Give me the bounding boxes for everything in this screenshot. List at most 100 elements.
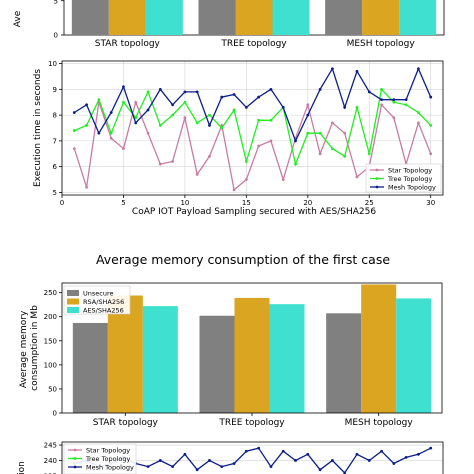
data-point-star-topology bbox=[429, 152, 433, 156]
data-point-mesh-topology bbox=[417, 67, 420, 71]
execution-time-xlabel: CoAP IOT Payload Sampling secured with A… bbox=[132, 207, 376, 217]
data-point-mesh-topology bbox=[171, 465, 175, 469]
data-point-tree-topology bbox=[85, 124, 88, 127]
series-line-star-topology bbox=[73, 100, 432, 192]
data-point-tree-topology bbox=[367, 152, 371, 156]
data-point-star-topology bbox=[146, 131, 150, 135]
y-tick-label: 245 bbox=[44, 442, 57, 450]
data-point-tree-topology bbox=[232, 108, 236, 112]
data-point-mesh-topology bbox=[122, 85, 125, 89]
data-point-tree-topology bbox=[404, 103, 408, 107]
y-tick-label: 5 bbox=[54, 0, 58, 5]
data-point-star-topology bbox=[355, 175, 359, 179]
data-point-star-topology bbox=[158, 162, 162, 166]
bar-mesh-topology-series-1 bbox=[325, 0, 363, 35]
data-point-mesh-topology bbox=[257, 446, 261, 450]
data-point-mesh-topology bbox=[404, 455, 408, 459]
data-point-mesh-topology bbox=[183, 90, 187, 94]
series-line-mesh-topology bbox=[73, 67, 432, 143]
data-point-mesh-topology bbox=[367, 459, 371, 462]
data-point-mesh-topology bbox=[158, 459, 162, 462]
data-point-star-topology bbox=[306, 103, 310, 107]
data-point-mesh-topology bbox=[208, 124, 211, 127]
legend-label-rsa-sha256: RSA/SHA256 bbox=[83, 298, 124, 306]
data-point-star-topology bbox=[244, 178, 248, 181]
data-point-tree-topology bbox=[97, 98, 101, 102]
data-point-mesh-topology bbox=[392, 462, 396, 465]
legend-label-star-topology: Star Topology bbox=[86, 446, 130, 454]
data-point-tree-topology bbox=[208, 113, 211, 117]
legend-label-tree-topology: Tree Topology bbox=[387, 175, 432, 183]
data-point-mesh-topology bbox=[355, 69, 359, 73]
data-point-star-topology bbox=[232, 188, 236, 192]
data-point-star-topology bbox=[122, 147, 125, 151]
bar-mesh-topology-unsecure bbox=[326, 313, 362, 413]
category-label-mesh-topology: MESH topology bbox=[345, 418, 414, 428]
data-point-star-topology bbox=[343, 131, 347, 135]
data-point-mesh-topology bbox=[380, 98, 383, 102]
data-point-tree-topology bbox=[294, 162, 297, 166]
data-point-tree-topology bbox=[257, 118, 261, 122]
y-tick-label: 7 bbox=[53, 137, 57, 145]
category-label-mesh-topology: MESH topology bbox=[347, 39, 416, 49]
legend-label-mesh-topology: Mesh Topology bbox=[388, 183, 436, 191]
data-point-mesh-topology bbox=[244, 105, 248, 109]
y-tick-label: 5 bbox=[53, 189, 57, 197]
legend-marker-mesh-topology bbox=[375, 185, 379, 189]
legend-marker-mesh-topology bbox=[73, 465, 77, 469]
data-point-star-topology bbox=[109, 136, 113, 140]
bar-tree-topology-series-1 bbox=[198, 0, 236, 35]
data-point-tree-topology bbox=[429, 124, 433, 127]
data-point-star-topology bbox=[183, 116, 187, 120]
data-point-mesh-topology bbox=[134, 121, 138, 125]
data-point-tree-topology bbox=[183, 100, 187, 104]
top-bar-panel: 5 0 STAR topology TREE topology MESH topolo… bbox=[13, 0, 445, 49]
legend-marker-star-topology bbox=[375, 168, 379, 172]
data-point-mesh-topology bbox=[232, 462, 236, 465]
execution-time-ylabel: Execution time in seconds bbox=[33, 69, 43, 187]
x-tick-label: 25 bbox=[365, 199, 374, 207]
bar-tree-topology-series-3 bbox=[272, 0, 310, 35]
y-tick-label: 0 bbox=[54, 32, 58, 40]
data-point-mesh-topology bbox=[318, 468, 322, 472]
legend-marker-tree-topology bbox=[73, 457, 77, 460]
data-point-tree-topology bbox=[330, 147, 334, 151]
data-point-star-topology bbox=[72, 147, 76, 151]
data-point-mesh-topology bbox=[355, 452, 359, 456]
y-tick-label: 50 bbox=[48, 385, 57, 393]
data-point-mesh-topology bbox=[195, 90, 199, 94]
data-point-mesh-topology bbox=[146, 108, 150, 112]
x-tick-label: 0 bbox=[60, 199, 64, 207]
x-tick-label: 20 bbox=[303, 199, 312, 207]
legend-label-mesh-topology: Mesh Topology bbox=[86, 463, 134, 471]
memory-ylabel-line1: Average memory bbox=[19, 310, 29, 388]
data-point-mesh-topology bbox=[318, 87, 322, 91]
memory-ylabel: Average memory consumption in Mb bbox=[19, 305, 40, 391]
bar-star-topology-unsecure bbox=[72, 322, 108, 413]
data-point-mesh-topology bbox=[306, 113, 310, 117]
y-tick-label: 200 bbox=[44, 313, 57, 321]
data-point-star-topology bbox=[257, 144, 261, 148]
data-point-mesh-topology bbox=[171, 103, 175, 107]
category-label-tree-topology: TREE topology bbox=[220, 39, 287, 49]
data-point-mesh-topology bbox=[281, 449, 285, 453]
data-point-tree-topology bbox=[72, 129, 76, 132]
data-point-star-topology bbox=[208, 154, 211, 158]
data-point-tree-topology bbox=[134, 116, 138, 120]
legend-label-unsecure: Unsecure bbox=[83, 290, 114, 298]
data-point-mesh-topology bbox=[294, 139, 297, 143]
data-point-tree-topology bbox=[122, 100, 125, 104]
data-point-star-topology bbox=[417, 121, 420, 125]
y-tick-label: 150 bbox=[44, 337, 57, 345]
data-point-mesh-topology bbox=[269, 87, 273, 91]
data-point-star-topology bbox=[85, 185, 88, 189]
legend-swatch-aes-sha256 bbox=[67, 307, 79, 313]
data-point-mesh-topology bbox=[195, 468, 199, 472]
data-point-mesh-topology bbox=[294, 459, 297, 462]
data-point-mesh-topology bbox=[330, 67, 334, 71]
data-point-tree-topology bbox=[146, 90, 150, 94]
legend-label-star-topology: Star Topology bbox=[388, 166, 432, 174]
